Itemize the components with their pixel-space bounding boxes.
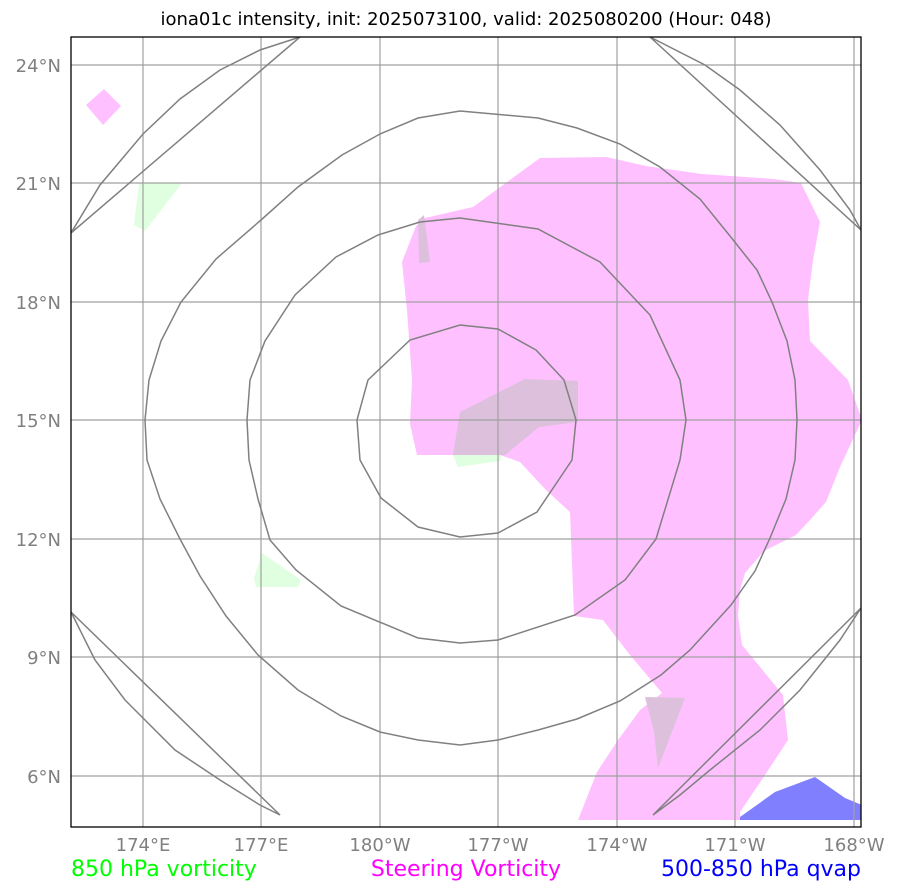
- map-area: [71, 37, 861, 827]
- vorticity-patch: [453, 455, 502, 467]
- overlap-patch: [645, 697, 685, 768]
- longitude-labels: 174°E 177°E 180°W 177°W 174°W 171°W 168°…: [116, 835, 885, 856]
- lat-label: 9°N: [27, 648, 61, 669]
- legend-steering-vorticity: Steering Vorticity: [371, 857, 561, 882]
- lon-label: 180°W: [349, 835, 410, 856]
- lat-label: 18°N: [16, 293, 61, 314]
- steering-vorticity-areas: [86, 89, 861, 820]
- distance-rings: [71, 37, 861, 816]
- map-title: iona01c intensity, init: 2025073100, val…: [160, 9, 771, 30]
- graticule: [71, 37, 861, 827]
- ring-4: [71, 37, 301, 234]
- vorticity-patch: [134, 183, 182, 231]
- overlap-patch: [418, 215, 430, 263]
- ring-6: [71, 611, 281, 816]
- lon-label: 174°E: [116, 835, 171, 856]
- steering-main-patch: [402, 157, 861, 820]
- ring-1: [356, 324, 577, 538]
- lat-label: 15°N: [16, 411, 61, 432]
- lat-label: 21°N: [16, 174, 61, 195]
- lat-label: 24°N: [16, 56, 61, 77]
- latitude-labels: 24°N 21°N 18°N 15°N 12°N 9°N 6°N: [16, 56, 61, 788]
- steering-diamond-patch: [86, 89, 121, 125]
- map-frame: [70, 36, 862, 828]
- vorticity-850-areas: [134, 183, 502, 587]
- ring-3: [144, 110, 798, 746]
- overlap-patch: [453, 379, 578, 455]
- ring-5: [649, 37, 861, 231]
- legend: 850 hPa vorticity Steering Vorticity 500…: [71, 857, 861, 882]
- lat-label: 6°N: [27, 767, 61, 788]
- legend-qvap: 500-850 hPa qvap: [661, 857, 861, 882]
- lon-label: 171°W: [704, 835, 765, 856]
- legend-vorticity-850: 850 hPa vorticity: [71, 857, 257, 882]
- lon-label: 168°W: [823, 835, 884, 856]
- qvap-patch: [740, 777, 861, 820]
- lon-label: 177°E: [234, 835, 289, 856]
- lon-label: 174°W: [586, 835, 647, 856]
- ring-2: [246, 217, 687, 644]
- ring-7: [652, 607, 861, 816]
- overlap-areas: [418, 215, 685, 768]
- lon-label: 177°W: [467, 835, 528, 856]
- lat-label: 12°N: [16, 530, 61, 551]
- vorticity-patch: [254, 553, 301, 587]
